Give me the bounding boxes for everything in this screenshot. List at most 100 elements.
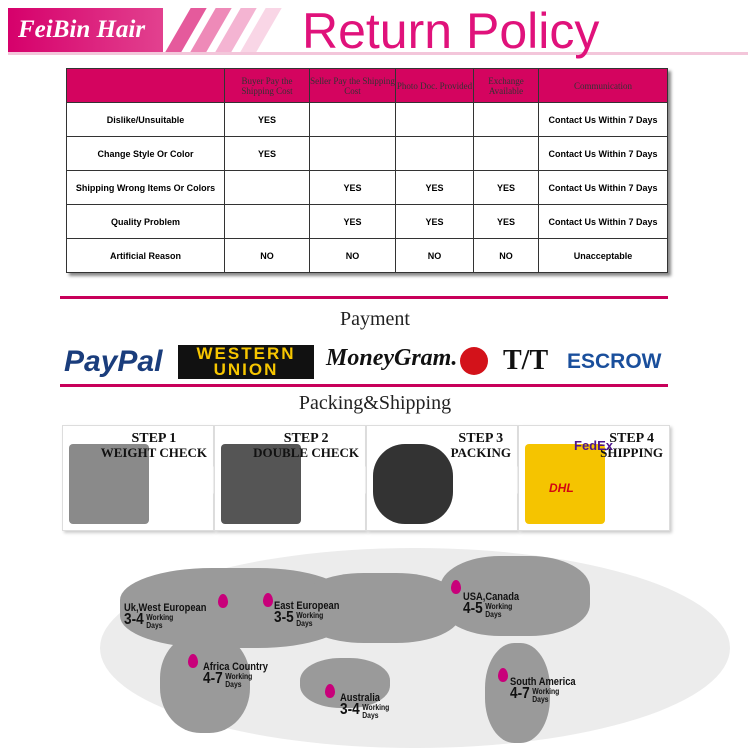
- table-cell: [473, 136, 539, 171]
- table-header: Buyer Pay the Shipping Cost Seller Pay t…: [66, 68, 668, 103]
- location-pin-icon: [451, 580, 461, 594]
- escrow-logo: ESCROW: [567, 350, 662, 373]
- shipping-step: STEP 1 WEIGHT CHECK: [62, 425, 227, 531]
- delivery-location: Africa Country 4-7 Working Days: [203, 662, 268, 689]
- location-pin-icon: [498, 668, 508, 682]
- table-row: Artificial Reason NO NO NO NO Unacceptable: [66, 238, 668, 273]
- step-text: DOUBLE CHECK: [253, 445, 359, 460]
- step-number: STEP 2: [283, 431, 329, 446]
- brand-logo: FeiBin Hair: [8, 8, 163, 52]
- table-cell: [309, 102, 396, 137]
- table-row: Change Style Or Color YES Contact Us Withi…: [66, 136, 668, 171]
- step-number: STEP 4: [609, 431, 654, 446]
- tt-logo: T/T: [503, 345, 549, 376]
- location-name: South America: [510, 676, 576, 688]
- delivery-days: 4-7: [510, 685, 530, 702]
- step-photo: [525, 444, 605, 524]
- table-cell: [224, 170, 310, 205]
- table-cell: YES: [309, 204, 396, 239]
- location-name: Africa Country: [203, 661, 268, 673]
- page-title: Return Policy: [302, 3, 600, 59]
- shipping-step: STEP 3 PACKING: [366, 425, 531, 531]
- delivery-location: USA,Canada 4-5 Working Days: [463, 592, 519, 619]
- shipping-title: Packing&Shipping: [298, 392, 452, 414]
- step-photo: [69, 444, 149, 524]
- table-cell: NO: [309, 238, 396, 273]
- map-asia: [300, 573, 460, 643]
- location-pin-icon: [263, 593, 273, 607]
- moneygram-globe-icon: [460, 347, 488, 375]
- location-name: East European: [274, 600, 340, 612]
- location-name: Australia: [340, 692, 381, 704]
- divider: [60, 384, 668, 387]
- location-pin-icon: [218, 594, 228, 608]
- header-rule: [8, 52, 748, 55]
- col-header: Buyer Pay the Shipping Cost: [224, 68, 310, 103]
- col-header: Photo Doc. Provided: [395, 68, 474, 103]
- return-policy-table: Buyer Pay the Shipping Cost Seller Pay t…: [66, 68, 668, 273]
- table-cell: Quality Problem: [66, 204, 225, 239]
- shipping-step: STEP 4 SHIPPING FedEx DHL: [518, 425, 670, 531]
- map-south-america: [485, 643, 550, 743]
- delivery-days: 4-7: [203, 670, 223, 687]
- map-australia: [300, 658, 390, 708]
- shipping-step: STEP 2 DOUBLE CHECK: [214, 425, 379, 531]
- working-label: Working: [362, 703, 390, 712]
- col-header: Exchange Available: [473, 68, 539, 103]
- table-cell: NO: [224, 238, 310, 273]
- step-photo: [373, 444, 453, 524]
- table-cell: YES: [395, 204, 474, 239]
- step-label: STEP 2 DOUBLE CHECK: [253, 432, 359, 460]
- days-label: Days: [296, 619, 313, 628]
- table-cell: Shipping Wrong Items Or Colors: [66, 170, 225, 205]
- table-row: Dislike/Unsuitable YES Contact Us Within 7…: [66, 102, 668, 137]
- delivery-days: 3-5: [274, 609, 294, 626]
- days-label: Days: [146, 621, 163, 630]
- col-header: Communication: [538, 68, 668, 103]
- days-label: Days: [225, 680, 242, 689]
- step-text: PACKING: [450, 445, 511, 460]
- table-row: Shipping Wrong Items Or Colors YES YES YES C…: [66, 170, 668, 205]
- step-number: STEP 3: [458, 431, 504, 446]
- table-cell: YES: [473, 204, 539, 239]
- step-photo: [221, 444, 301, 524]
- table-cell: [473, 102, 539, 137]
- table-cell: YES: [309, 170, 396, 205]
- table-cell: Dislike/Unsuitable: [66, 102, 225, 137]
- table-cell: Change Style Or Color: [66, 136, 225, 171]
- location-name: Uk,West European: [124, 602, 207, 614]
- step-label: STEP 1 WEIGHT CHECK: [101, 432, 207, 460]
- step-text: WEIGHT CHECK: [100, 445, 207, 460]
- table-cell: [224, 204, 310, 239]
- delivery-location: Uk,West European 3-4 Working Days: [124, 603, 206, 630]
- table-row: Quality Problem YES YES YES Contact Us Withi…: [66, 204, 668, 239]
- moneygram-logo: MoneyGram.: [326, 345, 458, 371]
- table-cell: YES: [473, 170, 539, 205]
- dhl-logo: DHL: [549, 481, 574, 495]
- world-map: [100, 548, 730, 748]
- col-header: Seller Pay the Shipping Cost: [309, 68, 396, 103]
- working-label: Working: [532, 687, 560, 696]
- table-cell: YES: [224, 102, 310, 137]
- delivery-location: Australia 3-4 Working Days: [340, 693, 389, 720]
- working-label: Working: [146, 613, 174, 622]
- payment-title: Payment: [340, 308, 410, 330]
- location-pin-icon: [325, 684, 335, 698]
- divider: [60, 296, 668, 299]
- table-cell: Contact Us Within 7 Days: [538, 170, 668, 205]
- location-name: USA,Canada: [463, 591, 520, 603]
- table-cell: YES: [395, 170, 474, 205]
- days-label: Days: [485, 610, 502, 619]
- col-header: [66, 68, 225, 103]
- delivery-location: South America 4-7 Working Days: [510, 677, 576, 704]
- working-label: Working: [225, 672, 253, 681]
- working-label: Working: [485, 602, 513, 611]
- step-number: STEP 1: [131, 431, 177, 446]
- western-union-logo: WESTERN UNION: [178, 345, 314, 379]
- table-cell: [395, 102, 474, 137]
- days-label: Days: [362, 711, 379, 720]
- table-cell: Contact Us Within 7 Days: [538, 136, 668, 171]
- fedex-logo: FedEx: [574, 438, 614, 453]
- table-cell: Contact Us Within 7 Days: [538, 102, 668, 137]
- map-north-america: [440, 556, 590, 636]
